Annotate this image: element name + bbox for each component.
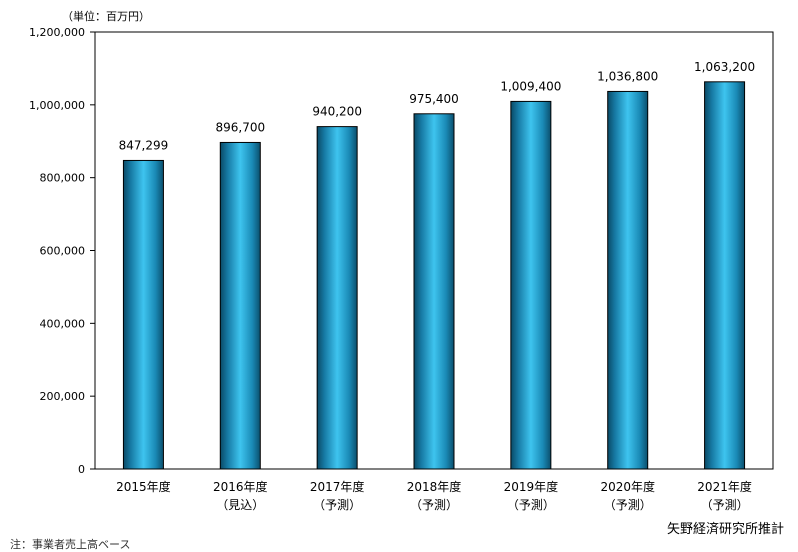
x-tick-label: 2018年度 [407,479,462,494]
bar [704,81,746,470]
bar [219,141,261,470]
x-tick-sublabel: （見込） [216,498,264,512]
x-tick-sublabel: （予測） [410,498,458,512]
y-tick-label: 1,200,000 [29,26,85,39]
x-tick-label: 2020年度 [600,479,655,494]
y-tick-label: 400,000 [40,317,86,330]
x-tick-label: 2021年度 [697,479,752,494]
bar-value-label: 975,400 [409,92,459,106]
x-tick-sublabel: （予測） [507,498,555,512]
bar-value-label: 1,036,800 [597,69,658,83]
x-tick-sublabel: （予測） [701,498,749,512]
bar [607,90,649,470]
bar [413,113,455,470]
y-tick-label: 200,000 [40,390,86,403]
x-tick-label: 2015年度 [116,479,171,494]
bar [316,126,358,470]
x-tick-label: 2019年度 [504,479,559,494]
y-tick-label: 1,000,000 [29,99,85,112]
y-tick-label: 0 [78,463,85,476]
bar-value-label: 940,200 [312,105,362,119]
bar [510,100,552,470]
x-axis: 2015年度 2016年度 （見込） 2017年度 （予測） 2018年度 （予測） 2019… [116,479,752,512]
bar-value-label: 896,700 [215,120,265,134]
bars: 847,299 896,700 940,200 975,400 1,009,400 1,0… [119,60,755,470]
y-tick-label: 800,000 [40,172,86,185]
x-tick-sublabel: （予測） [604,498,652,512]
bar-value-label: 1,063,200 [694,60,755,74]
x-tick-sublabel: （予測） [313,498,361,512]
x-tick-label: 2016年度 [213,479,268,494]
x-tick-label: 2017年度 [310,479,365,494]
footnote: 注：事業者売上高ベース [10,538,131,551]
bar-value-label: 847,299 [119,138,169,152]
bar [122,159,164,470]
bar-value-label: 1,009,400 [500,79,561,93]
y-axis: 0 200,000 400,000 600,000 800,000 1,000,000 1,… [29,26,95,476]
unit-label: （単位：百万円） [62,10,150,23]
source-label: 矢野経済研究所推計 [666,522,784,537]
y-tick-label: 600,000 [40,245,86,258]
